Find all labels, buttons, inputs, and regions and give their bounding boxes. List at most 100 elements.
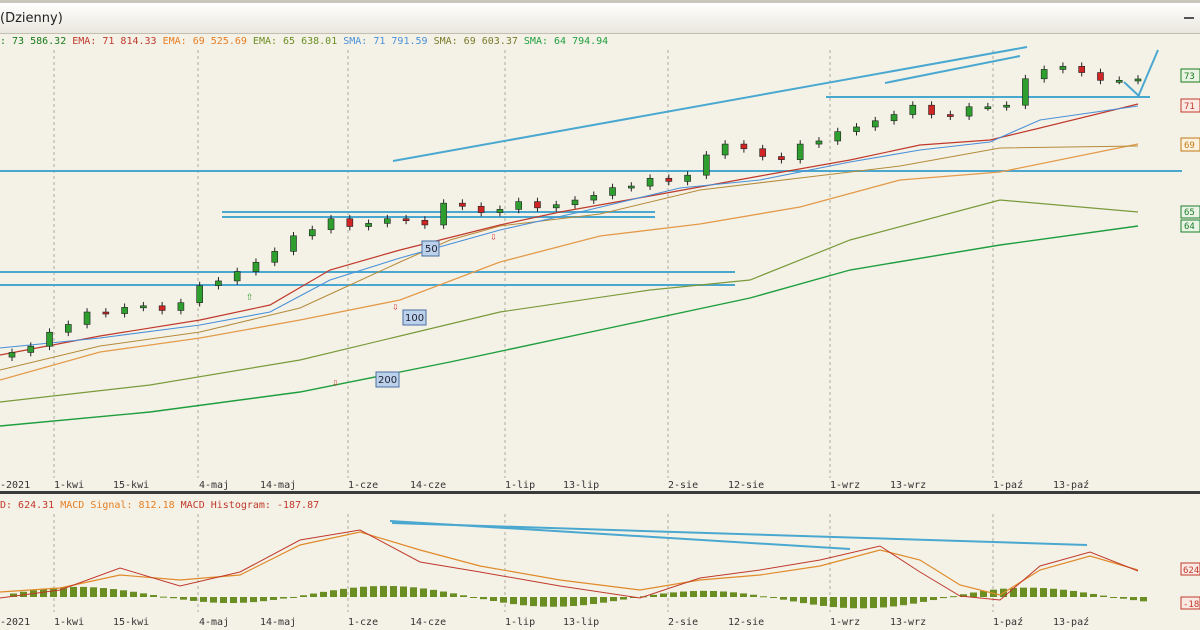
histogram-bar (590, 597, 597, 605)
panel-separator[interactable] (0, 491, 1200, 494)
histogram-bar (530, 597, 537, 607)
histogram-bar (1010, 587, 1017, 597)
legend-macd: D: 624.31 (0, 500, 55, 511)
histogram-bar (570, 597, 577, 607)
candle (233, 267, 241, 285)
histogram-bar (460, 595, 467, 597)
candle (65, 320, 72, 337)
candle-body (215, 280, 222, 286)
date-label: 1-wrz (830, 617, 860, 628)
histogram-bar (1100, 595, 1107, 597)
date-label: 14-cze (410, 480, 446, 491)
candle-body (140, 305, 147, 309)
candle (402, 214, 410, 225)
histogram-bar (730, 592, 737, 597)
histogram-bar (160, 596, 167, 598)
minimize-icon[interactable] (1184, 17, 1194, 19)
candle-body (421, 219, 429, 226)
candle-body (233, 271, 241, 282)
date-label: 13-wrz (890, 617, 926, 628)
histogram-bar (480, 597, 487, 600)
histogram-bar (370, 586, 377, 597)
histogram-bar (600, 597, 607, 603)
histogram-bar (140, 593, 147, 597)
candle (947, 110, 954, 120)
histogram-bar (230, 597, 237, 604)
candle (327, 214, 335, 234)
candle-body (834, 131, 842, 142)
histogram-bar (520, 597, 527, 606)
date-label: 1-paź (993, 616, 1023, 628)
candle (759, 144, 766, 161)
histogram-bar (280, 597, 287, 599)
candle-body (590, 195, 598, 201)
date-label: 13-lip (563, 617, 599, 628)
date-label: -2021 (0, 617, 30, 628)
histogram-bar (40, 588, 47, 597)
ma-100-badge: 100 (402, 309, 427, 326)
buy-arrow-icon: ⇧ (246, 289, 253, 303)
candle-body (684, 174, 691, 182)
candle (796, 140, 804, 164)
candle-body (515, 201, 523, 210)
histogram-bar (340, 588, 347, 597)
histogram-bar (430, 589, 437, 597)
candlesticks (8, 62, 1142, 362)
candle (1059, 62, 1067, 74)
candle-body (890, 114, 898, 122)
histogram-bar (1090, 593, 1097, 597)
ma-200-badge: 200 (375, 371, 400, 388)
ma-100-badge-label: 100 (405, 313, 424, 324)
histogram-bar (90, 587, 97, 597)
candle-body (252, 261, 260, 272)
histogram-bar (190, 597, 197, 601)
histogram-bar (760, 596, 767, 598)
price-tags: 73 71 69 65 64 (1180, 68, 1200, 233)
histogram-bar (130, 591, 137, 597)
candle-body (46, 331, 53, 347)
histogram-bar (420, 588, 427, 597)
histogram-bar (960, 594, 967, 597)
sma-50-line (0, 145, 1139, 371)
legend-sma-20: SMA: 71 791.59 (343, 36, 428, 47)
macd-trendline (391, 522, 1088, 546)
legend-macd-signal: MACD Signal: 812.18 (60, 500, 175, 511)
histogram-bar (560, 597, 567, 607)
candle-body (721, 143, 729, 156)
ma-50-badge-label: 50 (425, 244, 438, 255)
candle (778, 152, 785, 164)
candle (571, 196, 579, 209)
date-label: 13-paź (1053, 616, 1089, 628)
histogram-bar (940, 597, 947, 599)
candle (8, 348, 16, 362)
histogram-bar (50, 587, 57, 597)
ema-50-line (0, 143, 1139, 381)
candle (590, 191, 598, 204)
histogram-bar (910, 597, 917, 604)
date-label: 1-paź (993, 479, 1023, 491)
legend-ema-20: EMA: 71 814.33 (72, 36, 157, 47)
candle (215, 277, 222, 290)
candle (871, 116, 879, 131)
candle (890, 110, 898, 125)
macd-line (0, 529, 1139, 601)
sma-20-line (0, 105, 1139, 349)
histogram-bar (350, 587, 357, 597)
window-titlebar[interactable]: (Dzienny) (0, 0, 1200, 34)
histogram-bar (1070, 590, 1077, 597)
histogram-bar (830, 597, 837, 608)
histogram-bar (870, 597, 877, 609)
histogram-bar (390, 586, 397, 597)
histogram-bar (500, 597, 507, 603)
candle (609, 183, 616, 200)
candle (740, 140, 748, 153)
macd-trendlines (389, 520, 1088, 550)
candle (1003, 101, 1010, 111)
candle-body (8, 352, 16, 358)
candle (384, 214, 391, 228)
candle-body (534, 201, 541, 209)
histogram-bar (950, 596, 957, 598)
histogram-bar (70, 586, 77, 597)
histogram-bar (680, 591, 687, 597)
